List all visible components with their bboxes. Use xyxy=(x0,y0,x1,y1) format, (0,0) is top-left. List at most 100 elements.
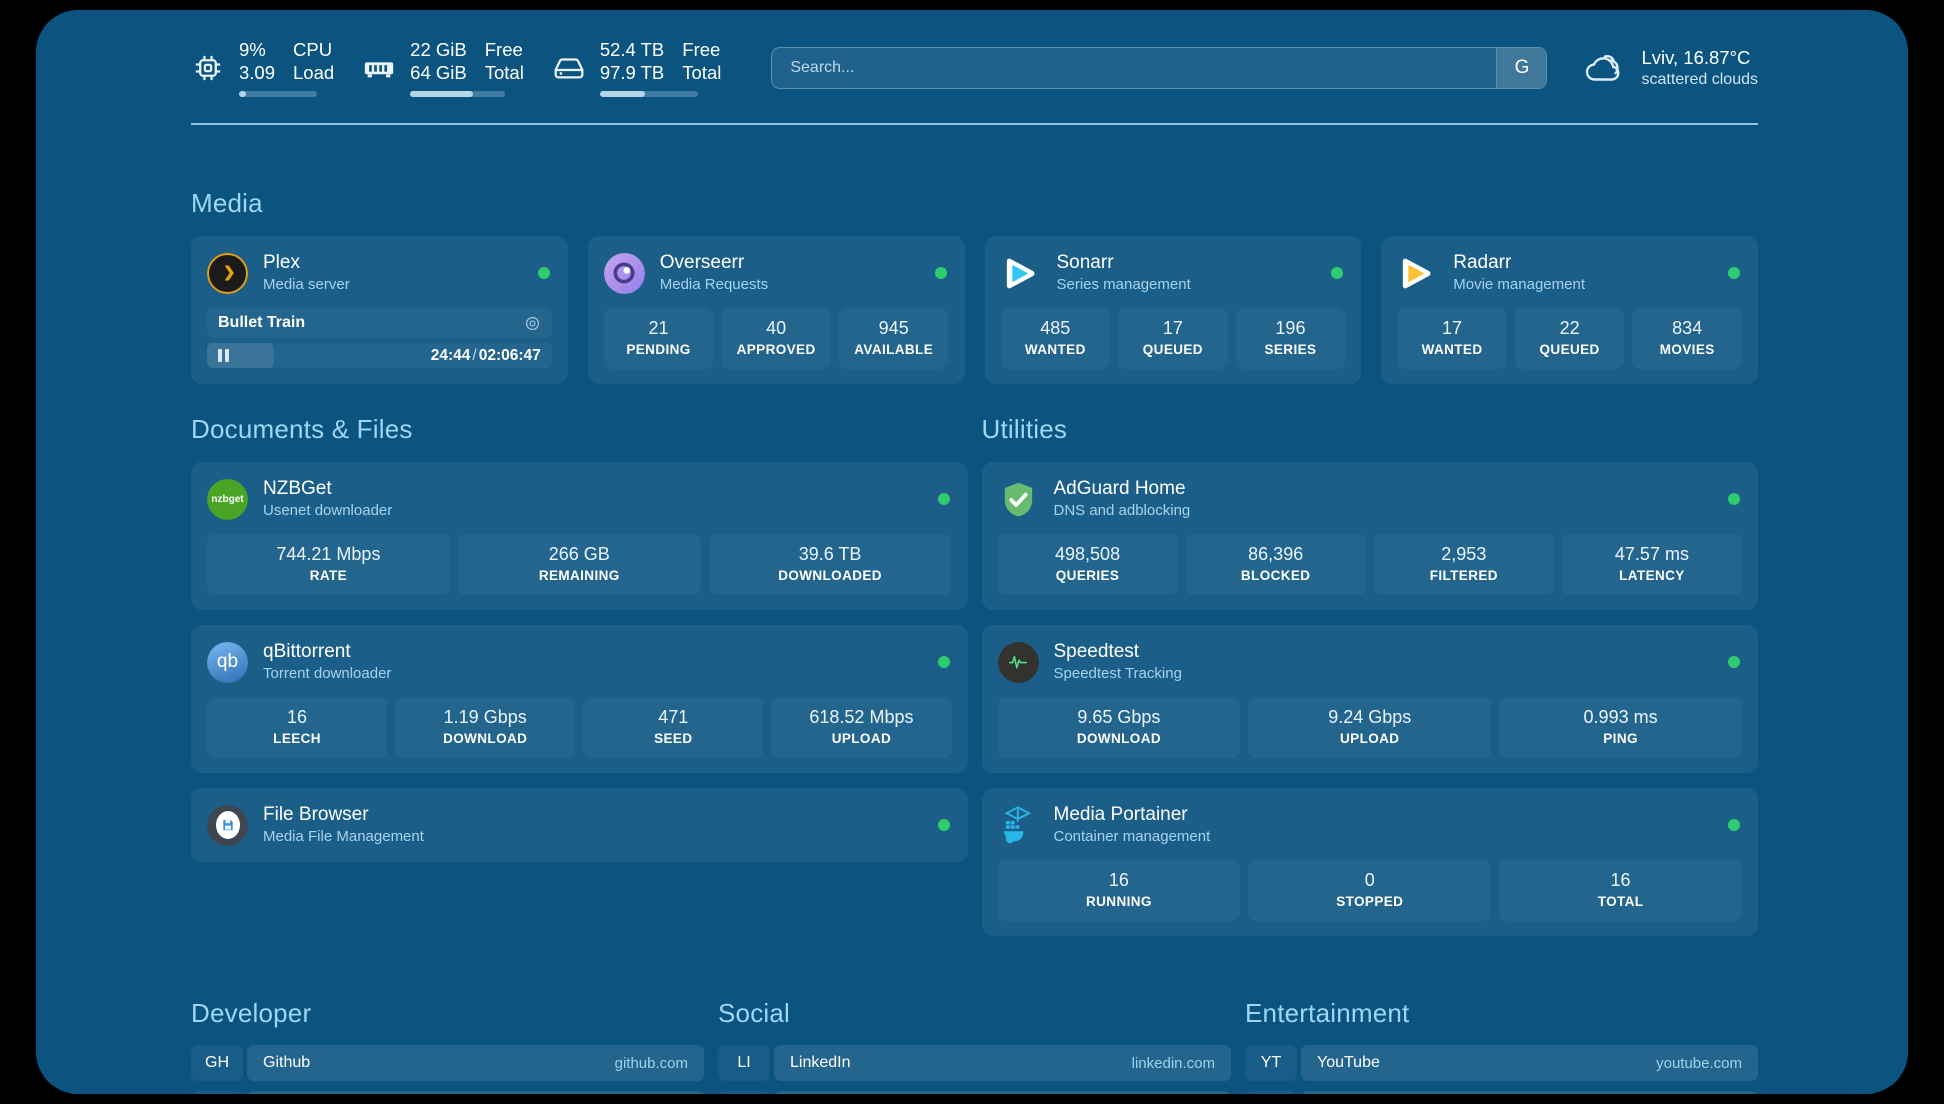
card-header[interactable]: Speedtest Speedtest Tracking xyxy=(997,640,1743,684)
bookmark-link[interactable]: StackOverflowstackoverflow.com xyxy=(247,1091,704,1094)
section-title-documents: Documents & Files xyxy=(191,414,413,444)
stat-tile[interactable]: 17 QUEUED xyxy=(1118,308,1228,369)
app-name: Overseerr xyxy=(659,252,745,273)
stat-tile[interactable]: 266 GB REMAINING xyxy=(457,534,701,595)
bookmark-link[interactable]: Github github.com xyxy=(247,1045,704,1081)
stat-tile[interactable]: 196 SERIES xyxy=(1235,308,1346,369)
card-header[interactable]: File Browser Media File Management xyxy=(207,803,952,847)
bookmark-link[interactable]: LinkedIn linkedin.com xyxy=(774,1045,1231,1081)
bookmark-item[interactable]: LI LinkedIn linkedin.com xyxy=(718,1045,1231,1081)
card-header[interactable]: Radarr Movie management xyxy=(1397,251,1742,295)
stat-tile[interactable]: 22 QUEUED xyxy=(1514,308,1625,369)
card-title-block: File Browser Media File Management xyxy=(263,803,424,847)
stat-tile[interactable]: 834 MOVIES xyxy=(1632,308,1742,369)
stat-label: BLOCKED xyxy=(1240,568,1311,583)
service-card[interactable]: nzbget NZBGet Usenet downloader 744.21 Mbps… xyxy=(191,462,968,610)
service-card[interactable]: Sonarr Series management 485 WANTED 17 QUEUED… xyxy=(984,236,1362,384)
system-stat-memory-ram: 22 GiB 64 GiB Free Total xyxy=(362,38,524,97)
card-title-block: NZBGet Usenet downloader xyxy=(263,477,392,521)
system-stat-progress-bar xyxy=(239,91,317,97)
bookmark-link[interactable]: Netflixnetflix.com xyxy=(1301,1091,1758,1094)
search-field[interactable]: G xyxy=(771,46,1548,89)
search-bar[interactable]: G xyxy=(771,46,1548,89)
card-stats-row: 16 LEECH 1.19 Gbps DOWNLOAD 471 SEED 618.52 Mb… xyxy=(207,697,952,758)
stat-tile[interactable]: 86,396 BLOCKED xyxy=(1185,534,1366,595)
stat-label: AVAILABLE xyxy=(854,342,934,357)
bookmark-item[interactable]: NF Netflixnetflix.com xyxy=(1245,1091,1758,1094)
card-header[interactable]: nzbget NZBGet Usenet downloader xyxy=(207,477,952,521)
bookmark-group-title: Entertainment xyxy=(1245,998,1410,1028)
stat-tile[interactable]: 498,508 QUERIES xyxy=(997,534,1178,595)
stat-tile[interactable]: 21 PENDING xyxy=(603,308,714,369)
system-stat-values: 9% 3.09 CPU Load xyxy=(239,38,334,97)
system-stat-values: 22 GiB 64 GiB Free Total xyxy=(410,38,524,97)
service-card[interactable]: qb qBittorrent Torrent downloader 16 LEECH 1.… xyxy=(191,625,968,773)
card-header[interactable]: Overseerr Media Requests xyxy=(603,251,949,295)
stat-tile[interactable]: 744.21 Mbps RATE xyxy=(207,534,450,595)
bookmark-abbreviation: GH xyxy=(191,1045,243,1081)
stat-tile[interactable]: 9.24 Gbps UPLOAD xyxy=(1248,697,1492,758)
service-card[interactable]: Speedtest Speedtest Tracking 9.65 Gbps DOWN… xyxy=(981,625,1758,773)
stat-label: TOTAL xyxy=(1597,894,1644,909)
stat-label: RUNNING xyxy=(1086,894,1152,909)
card-header[interactable]: qb qBittorrent Torrent downloader xyxy=(207,640,952,684)
adguard-shield-icon xyxy=(998,479,1039,520)
bookmark-link[interactable]: Twittertwitter.com xyxy=(774,1091,1231,1094)
stat-tile[interactable]: 2,953 FILTERED xyxy=(1373,534,1554,595)
bookmark-url: youtube.com xyxy=(1656,1054,1742,1072)
stat-tile[interactable]: 618.52 Mbps UPLOAD xyxy=(771,697,952,758)
service-card[interactable]: Radarr Movie management 17 WANTED 22 QUEUED 83… xyxy=(1381,236,1758,384)
card-header[interactable]: Plex Media server xyxy=(207,251,552,295)
search-input[interactable] xyxy=(772,58,1497,77)
service-card[interactable]: Overseerr Media Requests 21 PENDING 40 APPROV… xyxy=(587,236,965,384)
stat-tile[interactable]: 485 WANTED xyxy=(1000,308,1111,369)
pause-icon[interactable] xyxy=(218,349,229,362)
app-name: Radarr xyxy=(1453,252,1512,273)
stat-tile[interactable]: 17 WANTED xyxy=(1397,308,1507,369)
card-stats-row: 498,508 QUERIES 86,396 BLOCKED 2,953 FILTERED… xyxy=(997,534,1742,595)
service-card[interactable]: AdGuard Home DNS and adblocking 498,508 QUE… xyxy=(981,462,1758,610)
stat-label: SEED xyxy=(654,731,693,746)
stat-tile[interactable]: 0.993 ms PING xyxy=(1499,697,1742,758)
service-card[interactable]: Media Portainer Container management 16 RUN… xyxy=(981,788,1758,936)
card-header[interactable]: AdGuard Home DNS and adblocking xyxy=(998,477,1743,521)
stat-tile[interactable]: 16 LEECH xyxy=(207,697,388,758)
stat-tile[interactable]: 9.65 Gbps DOWNLOAD xyxy=(997,697,1241,758)
stat-tile[interactable]: 16 RUNNING xyxy=(997,860,1241,921)
stat-value: 1.19 Gbps xyxy=(443,707,527,727)
status-indicator-online xyxy=(537,267,550,279)
app-subtitle: Movie management xyxy=(1453,276,1585,293)
bookmark-link[interactable]: YouTube youtube.com xyxy=(1301,1045,1758,1081)
stat-tile[interactable]: 0 STOPPED xyxy=(1248,860,1492,921)
bookmark-item[interactable]: GH Github github.com xyxy=(191,1045,704,1081)
bookmark-item[interactable]: TW Twittertwitter.com xyxy=(718,1091,1231,1094)
playback-progress-bar[interactable]: 24:44/02:06:47 xyxy=(207,343,552,368)
bookmark-abbreviation: TW xyxy=(718,1091,770,1094)
playback-duration: 02:06:47 xyxy=(478,346,541,364)
search-submit-button[interactable]: G xyxy=(1496,47,1547,88)
system-stat-hard-drive: 52.4 TB 97.9 TB Free Total xyxy=(552,38,721,97)
stat-label: UPLOAD xyxy=(831,731,892,746)
app-subtitle: Torrent downloader xyxy=(263,665,392,682)
system-stat-column: Free Total xyxy=(485,38,524,84)
stat-value: 16 xyxy=(287,707,308,727)
weather-text: Lviv, 16.87°C scattered clouds xyxy=(1641,46,1758,90)
card-header[interactable]: Sonarr Series management xyxy=(1001,251,1346,295)
bookmark-url: github.com xyxy=(614,1054,688,1072)
stat-tile[interactable]: 47.57 ms LATENCY xyxy=(1561,534,1742,595)
stat-tile[interactable]: 945 AVAILABLE xyxy=(838,308,949,369)
bookmark-item[interactable]: SO StackOverflowstackoverflow.com xyxy=(191,1091,704,1094)
stat-tile[interactable]: 40 APPROVED xyxy=(721,308,831,369)
settings-gear-icon[interactable] xyxy=(524,315,541,332)
app-subtitle: Speedtest Tracking xyxy=(1053,665,1182,682)
stat-label: DOWNLOAD xyxy=(1076,731,1161,746)
service-card[interactable]: File Browser Media File Management xyxy=(191,788,968,862)
stat-tile[interactable]: 1.19 Gbps DOWNLOAD xyxy=(395,697,576,758)
bookmark-item[interactable]: YT YouTube youtube.com xyxy=(1245,1045,1758,1081)
stat-tile[interactable]: 39.6 TB DOWNLOADED xyxy=(708,534,952,595)
card-header[interactable]: Media Portainer Container management xyxy=(998,803,1743,847)
service-card[interactable]: Plex Media server Bullet Train 24:44/02:06:… xyxy=(191,236,568,384)
stat-tile[interactable]: 16 TOTAL xyxy=(1499,860,1742,921)
stat-tile[interactable]: 471 SEED xyxy=(583,697,764,758)
playback-elapsed: 24:44 xyxy=(430,346,471,364)
